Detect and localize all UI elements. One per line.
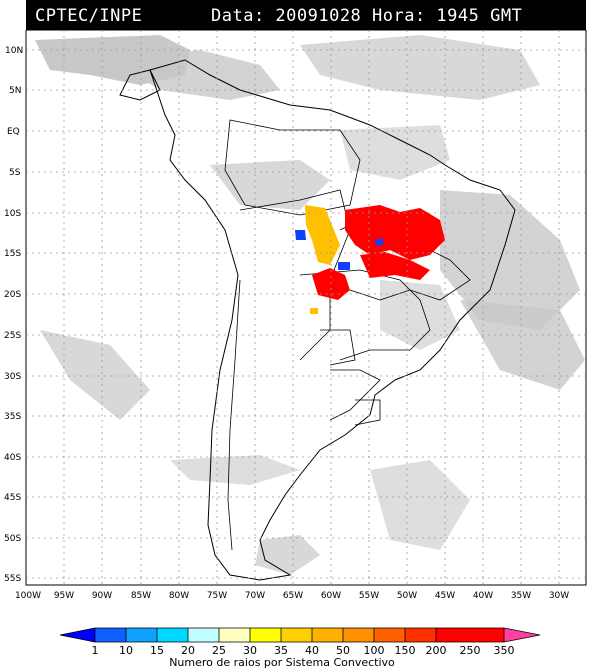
lon-label: 50W <box>397 591 417 601</box>
lat-label: 5S <box>9 168 21 178</box>
colorbar-swatch <box>60 628 95 642</box>
lat-label: 10N <box>5 46 23 56</box>
cluster-blue-west <box>295 230 306 240</box>
lat-label: 40S <box>4 453 21 463</box>
lat-label: 30S <box>4 372 21 382</box>
lon-label: 65W <box>283 591 303 601</box>
title-bar: CPTEC/INPE Data: 20091028 Hora: 1945 GMT <box>26 0 586 30</box>
lon-label: 60W <box>321 591 341 601</box>
cluster-red-north <box>345 205 445 260</box>
longitude-labels: 100W 95W 90W 85W 80W 75W 70W 65W 60W 55W… <box>15 591 569 601</box>
colorbar-swatch <box>219 628 250 642</box>
lon-label: 70W <box>245 591 265 601</box>
colorbar-swatch <box>250 628 281 642</box>
colorbar-swatch <box>126 628 157 642</box>
colorbar-tick: 35 <box>274 644 288 657</box>
colorbar-swatch <box>312 628 343 642</box>
lon-label: 40W <box>473 591 493 601</box>
colorbar-swatch <box>343 628 374 642</box>
colorbar-tick: 40 <box>305 644 319 657</box>
colorbar-tick: 15 <box>150 644 164 657</box>
lon-label: 90W <box>92 591 112 601</box>
colorbar-ticks: 1 10 15 20 25 30 35 40 50 100 150 200 25… <box>92 644 515 657</box>
lon-label: 30W <box>549 591 569 601</box>
colorbar-outline <box>59 627 541 643</box>
colorbar-tick: 350 <box>494 644 515 657</box>
cluster-blue-east <box>375 238 384 246</box>
lightning-map: 10N 5N EQ 5S 10S 15S 20S 25S 30S 35S 40S… <box>4 30 587 601</box>
lat-label: 25S <box>4 331 21 341</box>
graticule <box>26 30 586 585</box>
colorbar-tick: 30 <box>243 644 257 657</box>
cloud-cover <box>35 35 585 575</box>
lat-label: EQ <box>7 127 20 137</box>
cluster-orange <box>305 205 340 265</box>
lon-label: 85W <box>131 591 151 601</box>
lon-label: 100W <box>15 591 41 601</box>
cluster-red-center <box>360 252 430 280</box>
lat-label: 50S <box>4 534 21 544</box>
latitude-labels: 10N 5N EQ 5S 10S 15S 20S 25S 30S 35S 40S… <box>4 46 23 584</box>
colorbar-tick: 200 <box>426 644 447 657</box>
colorbar-swatch <box>504 628 540 642</box>
colorbar-caption: Numero de raios por Sistema Convectivo <box>169 656 395 669</box>
colorbar-tick: 1 <box>92 644 99 657</box>
colorbar-swatch <box>157 628 188 642</box>
lon-label: 45W <box>435 591 455 601</box>
colorbar-swatch <box>405 628 436 642</box>
colorbar-tick: 150 <box>395 644 416 657</box>
lat-label: 15S <box>4 249 21 259</box>
lat-label: 45S <box>4 493 21 503</box>
colorbar-swatch <box>374 628 405 642</box>
colorbar-tick: 250 <box>460 644 481 657</box>
colorbar-tick: 50 <box>336 644 350 657</box>
colorbar-tick: 10 <box>119 644 133 657</box>
source-label: CPTEC/INPE <box>35 6 143 26</box>
lat-label: 35S <box>4 412 21 422</box>
lon-label: 35W <box>511 591 531 601</box>
colorbar-tick: 20 <box>181 644 195 657</box>
datetime-label: Data: 20091028 Hora: 1945 GMT <box>211 6 523 26</box>
lon-label: 95W <box>54 591 74 601</box>
colorbar-swatch <box>95 628 126 642</box>
colorbar-tick: 100 <box>364 644 385 657</box>
lon-label: 75W <box>207 591 227 601</box>
colorbar-swatches <box>60 628 540 642</box>
lat-label: 55S <box>4 574 21 584</box>
colorbar: 1 10 15 20 25 30 35 40 50 100 150 200 25… <box>59 627 541 669</box>
lat-label: 20S <box>4 290 21 300</box>
colorbar-swatch <box>281 628 312 642</box>
cluster-blue-center <box>338 262 350 270</box>
lat-label: 10S <box>4 209 21 219</box>
cluster-small-orange <box>310 308 318 314</box>
lon-label: 80W <box>169 591 189 601</box>
colorbar-tick: 25 <box>212 644 226 657</box>
lat-label: 5N <box>9 86 21 96</box>
colorbar-swatch <box>436 628 504 642</box>
colorbar-swatch <box>188 628 219 642</box>
lon-label: 55W <box>359 591 379 601</box>
